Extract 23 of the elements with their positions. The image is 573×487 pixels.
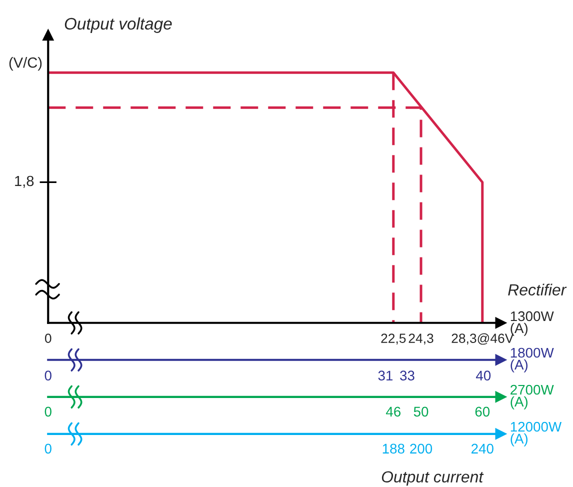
x2-tick-label: 40: [476, 370, 491, 381]
x2-tick-label: 33: [400, 370, 414, 381]
text: 0: [44, 406, 52, 417]
y-axis-title: (V/C): [9, 57, 42, 71]
x2-tick-label: 31: [378, 370, 393, 381]
text: 240: [472, 444, 494, 454]
text: 46: [386, 406, 401, 417]
x-tick-label: 0: [44, 334, 52, 343]
text: Output current: [382, 471, 484, 486]
text: 1,8: [15, 176, 34, 188]
x-tick-label: 24,3: [408, 334, 434, 345]
text: 12000W (A): [510, 422, 562, 446]
x2-axis-title: 1800W (A): [510, 348, 554, 372]
text: 50: [414, 406, 428, 417]
chart-title: Output voltage: [64, 17, 172, 33]
x-tick-label: 22,5: [381, 334, 406, 345]
x2-tick-label: 0: [44, 370, 52, 381]
text: 188: [382, 444, 404, 454]
text: 200: [410, 444, 432, 454]
text: 0: [44, 444, 52, 454]
text: 60: [475, 406, 490, 417]
text: Rectifier: [508, 284, 567, 296]
text: 2700W (A): [510, 384, 554, 410]
